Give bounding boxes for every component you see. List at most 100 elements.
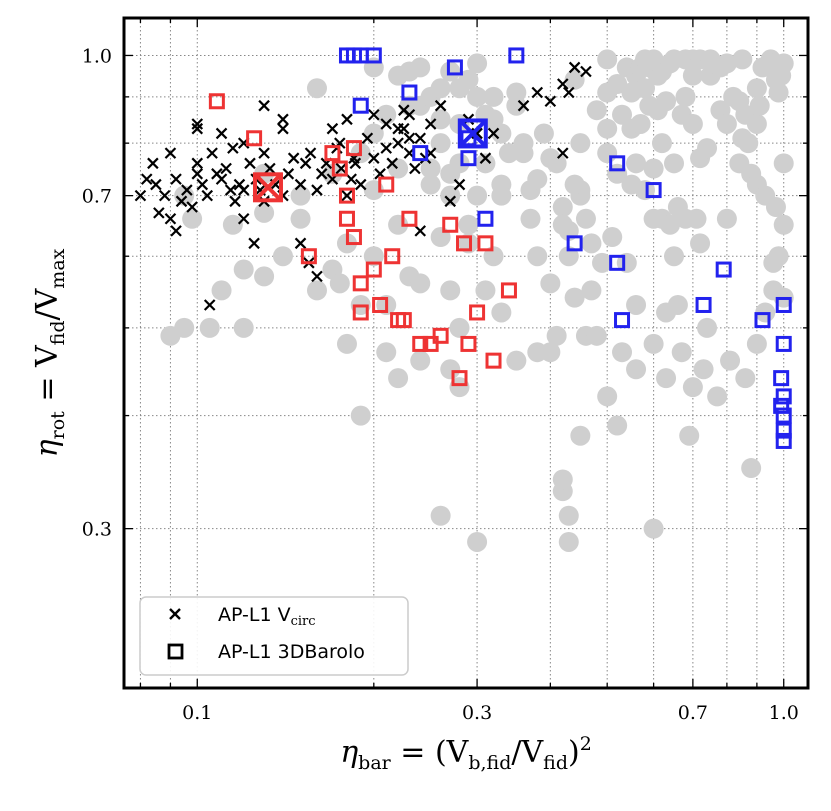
legend-box — [139, 596, 409, 676]
vcirc-point — [487, 127, 500, 140]
background-point — [735, 368, 756, 389]
barolo-point — [469, 304, 486, 321]
background-point — [586, 100, 607, 121]
background-point — [651, 133, 672, 154]
background-point — [306, 280, 327, 301]
barolo-point — [345, 229, 362, 246]
background-point — [233, 259, 254, 280]
barolo-point — [401, 84, 418, 101]
background-point — [602, 227, 623, 248]
legend-entry-vcirc: AP-L1 Vcirc — [218, 604, 316, 629]
vcirc-point — [206, 147, 218, 159]
vcirc-point — [181, 184, 193, 196]
barolo-point — [378, 176, 395, 193]
background-point — [483, 86, 504, 107]
background-point — [467, 86, 488, 107]
vcirc-point — [562, 86, 575, 99]
vcirc-point — [380, 142, 393, 154]
vcirc-point — [409, 162, 421, 175]
barolo-point — [773, 397, 790, 414]
background-point — [363, 246, 384, 267]
background-point — [671, 342, 692, 363]
vcirc-point — [229, 195, 241, 208]
background-point — [430, 109, 451, 130]
background-point — [682, 113, 703, 134]
axis-ticks: 0.1 0.3 0.7 1.0 0.3 0.7 1.0 — [82, 18, 808, 724]
vcirc-point — [220, 162, 232, 175]
background-point — [410, 57, 431, 78]
barolo-point — [500, 282, 517, 299]
background-point — [581, 233, 602, 254]
background-point — [272, 246, 293, 267]
vcirc-point — [248, 237, 260, 250]
vcirc-point — [304, 147, 317, 159]
background-point — [376, 342, 397, 363]
barolo-point — [477, 210, 494, 227]
barolo-point — [352, 275, 369, 292]
barolo-point — [460, 150, 477, 167]
vcirc-point — [424, 118, 437, 130]
background-point — [643, 158, 664, 179]
y-axis-title: ηrot = Vfid/Vmax — [30, 248, 69, 457]
background-point — [679, 425, 700, 446]
barolo-point — [566, 235, 583, 252]
vcirc-point — [186, 201, 198, 213]
barolo-point — [401, 210, 418, 227]
x-tick-label: 0.1 — [182, 702, 212, 724]
vcirc-point — [150, 178, 162, 191]
background-point — [773, 214, 794, 235]
background-point — [467, 531, 488, 552]
legend-square-marker — [167, 643, 184, 660]
barolo-point — [451, 370, 468, 387]
vcirc-point — [341, 113, 353, 126]
plot-frame — [122, 16, 810, 690]
barolo-point — [775, 296, 792, 313]
barolo-point — [345, 140, 362, 157]
background-point — [564, 287, 585, 308]
median-point — [457, 118, 488, 149]
background-point — [597, 118, 618, 139]
background-point — [716, 208, 737, 229]
background-point — [306, 78, 327, 99]
background-point — [506, 95, 527, 116]
background-point — [575, 208, 596, 229]
barolo-point — [695, 296, 712, 313]
barolo-point — [432, 327, 449, 344]
y-tick-label: 0.3 — [82, 519, 112, 541]
background-point — [546, 153, 567, 174]
vcirc-point — [414, 225, 427, 237]
vcirc-point — [311, 270, 323, 283]
background-point — [626, 294, 647, 315]
background-point — [693, 359, 714, 380]
background-point — [533, 123, 554, 144]
barolo-point — [300, 248, 317, 265]
vcirc-point — [258, 147, 270, 159]
background-point — [254, 202, 275, 223]
background-point — [420, 158, 441, 179]
background-point — [491, 185, 512, 206]
background-point — [592, 252, 613, 273]
background-point — [763, 280, 784, 301]
background-point — [656, 91, 677, 112]
barolo-point — [352, 97, 369, 114]
background-point — [475, 153, 496, 174]
barolo-point — [609, 254, 626, 271]
background-point — [458, 69, 479, 90]
background-point — [290, 208, 311, 229]
background-point — [520, 208, 541, 229]
x-tick-label: 1.0 — [769, 702, 799, 724]
background-point — [682, 65, 703, 86]
background-point — [667, 294, 688, 315]
background-point — [597, 143, 618, 164]
vcirc-point — [392, 137, 404, 149]
background-point — [552, 469, 573, 490]
x-tick-label: 0.3 — [462, 702, 492, 724]
background-point — [475, 280, 496, 301]
vcirc-point — [403, 132, 416, 145]
vcirc-point — [434, 99, 447, 112]
background-point — [222, 214, 243, 235]
vcirc-point — [368, 108, 380, 121]
background-point — [570, 425, 591, 446]
background-point — [586, 325, 607, 346]
background-point — [607, 415, 628, 436]
